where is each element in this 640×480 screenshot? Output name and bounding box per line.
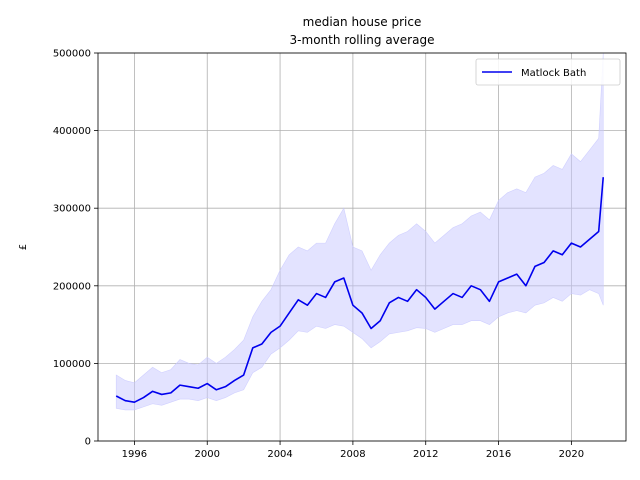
series-band (115, 52, 604, 411)
x-tick-label: 2000 (195, 449, 220, 460)
series-line (115, 177, 605, 403)
y-tick-label: 500000 (53, 49, 91, 60)
x-tick-label: 1996 (122, 449, 147, 460)
y-tick-label: 100000 (53, 359, 91, 370)
x-tick-label: 2016 (486, 449, 511, 460)
x-tick-label: 2012 (413, 449, 438, 460)
y-axis-label: £ (18, 244, 29, 250)
y-tick-label: 400000 (53, 126, 91, 137)
x-tick-label: 2008 (340, 449, 365, 460)
chart-title-line1: median house price (303, 15, 422, 29)
x-tick-label: 2004 (267, 449, 292, 460)
legend-label: Matlock Bath (521, 68, 586, 79)
x-tick-label: 2020 (559, 449, 584, 460)
legend: Matlock Bath (475, 58, 621, 86)
chart-title-line2: 3-month rolling average (290, 33, 435, 47)
y-tick-label: 200000 (53, 281, 91, 292)
plot-frame (97, 52, 627, 442)
x-axis: 1996 2000 2004 2008 2012 2016 2020 (122, 441, 584, 460)
legend-box (475, 58, 621, 86)
y-tick-label: 300000 (53, 204, 91, 215)
y-axis: 0 100000 200000 300000 400000 500000 (53, 49, 98, 448)
y-tick-label: 0 (85, 437, 91, 448)
